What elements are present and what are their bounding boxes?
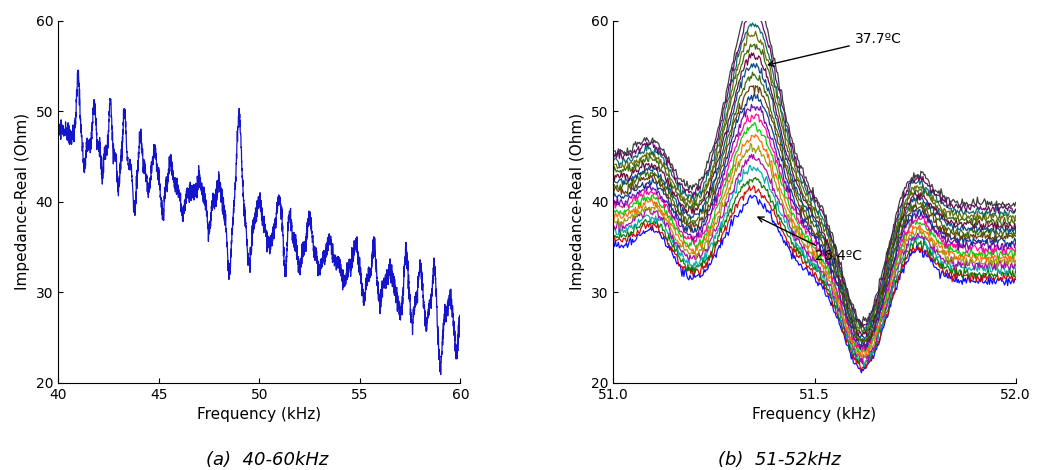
Text: (b)  51-52kHz: (b) 51-52kHz [718, 451, 841, 470]
X-axis label: Frequency (kHz): Frequency (kHz) [752, 407, 877, 422]
Text: 37.7ºC: 37.7ºC [769, 32, 902, 66]
Y-axis label: Impedance-Real (Ohm): Impedance-Real (Ohm) [15, 113, 30, 290]
Text: (a)  40-60kHz: (a) 40-60kHz [206, 451, 327, 470]
Text: 26.4ºC: 26.4ºC [758, 217, 862, 264]
Y-axis label: Impedance-Real (Ohm): Impedance-Real (Ohm) [570, 113, 586, 290]
X-axis label: Frequency (kHz): Frequency (kHz) [197, 407, 321, 422]
